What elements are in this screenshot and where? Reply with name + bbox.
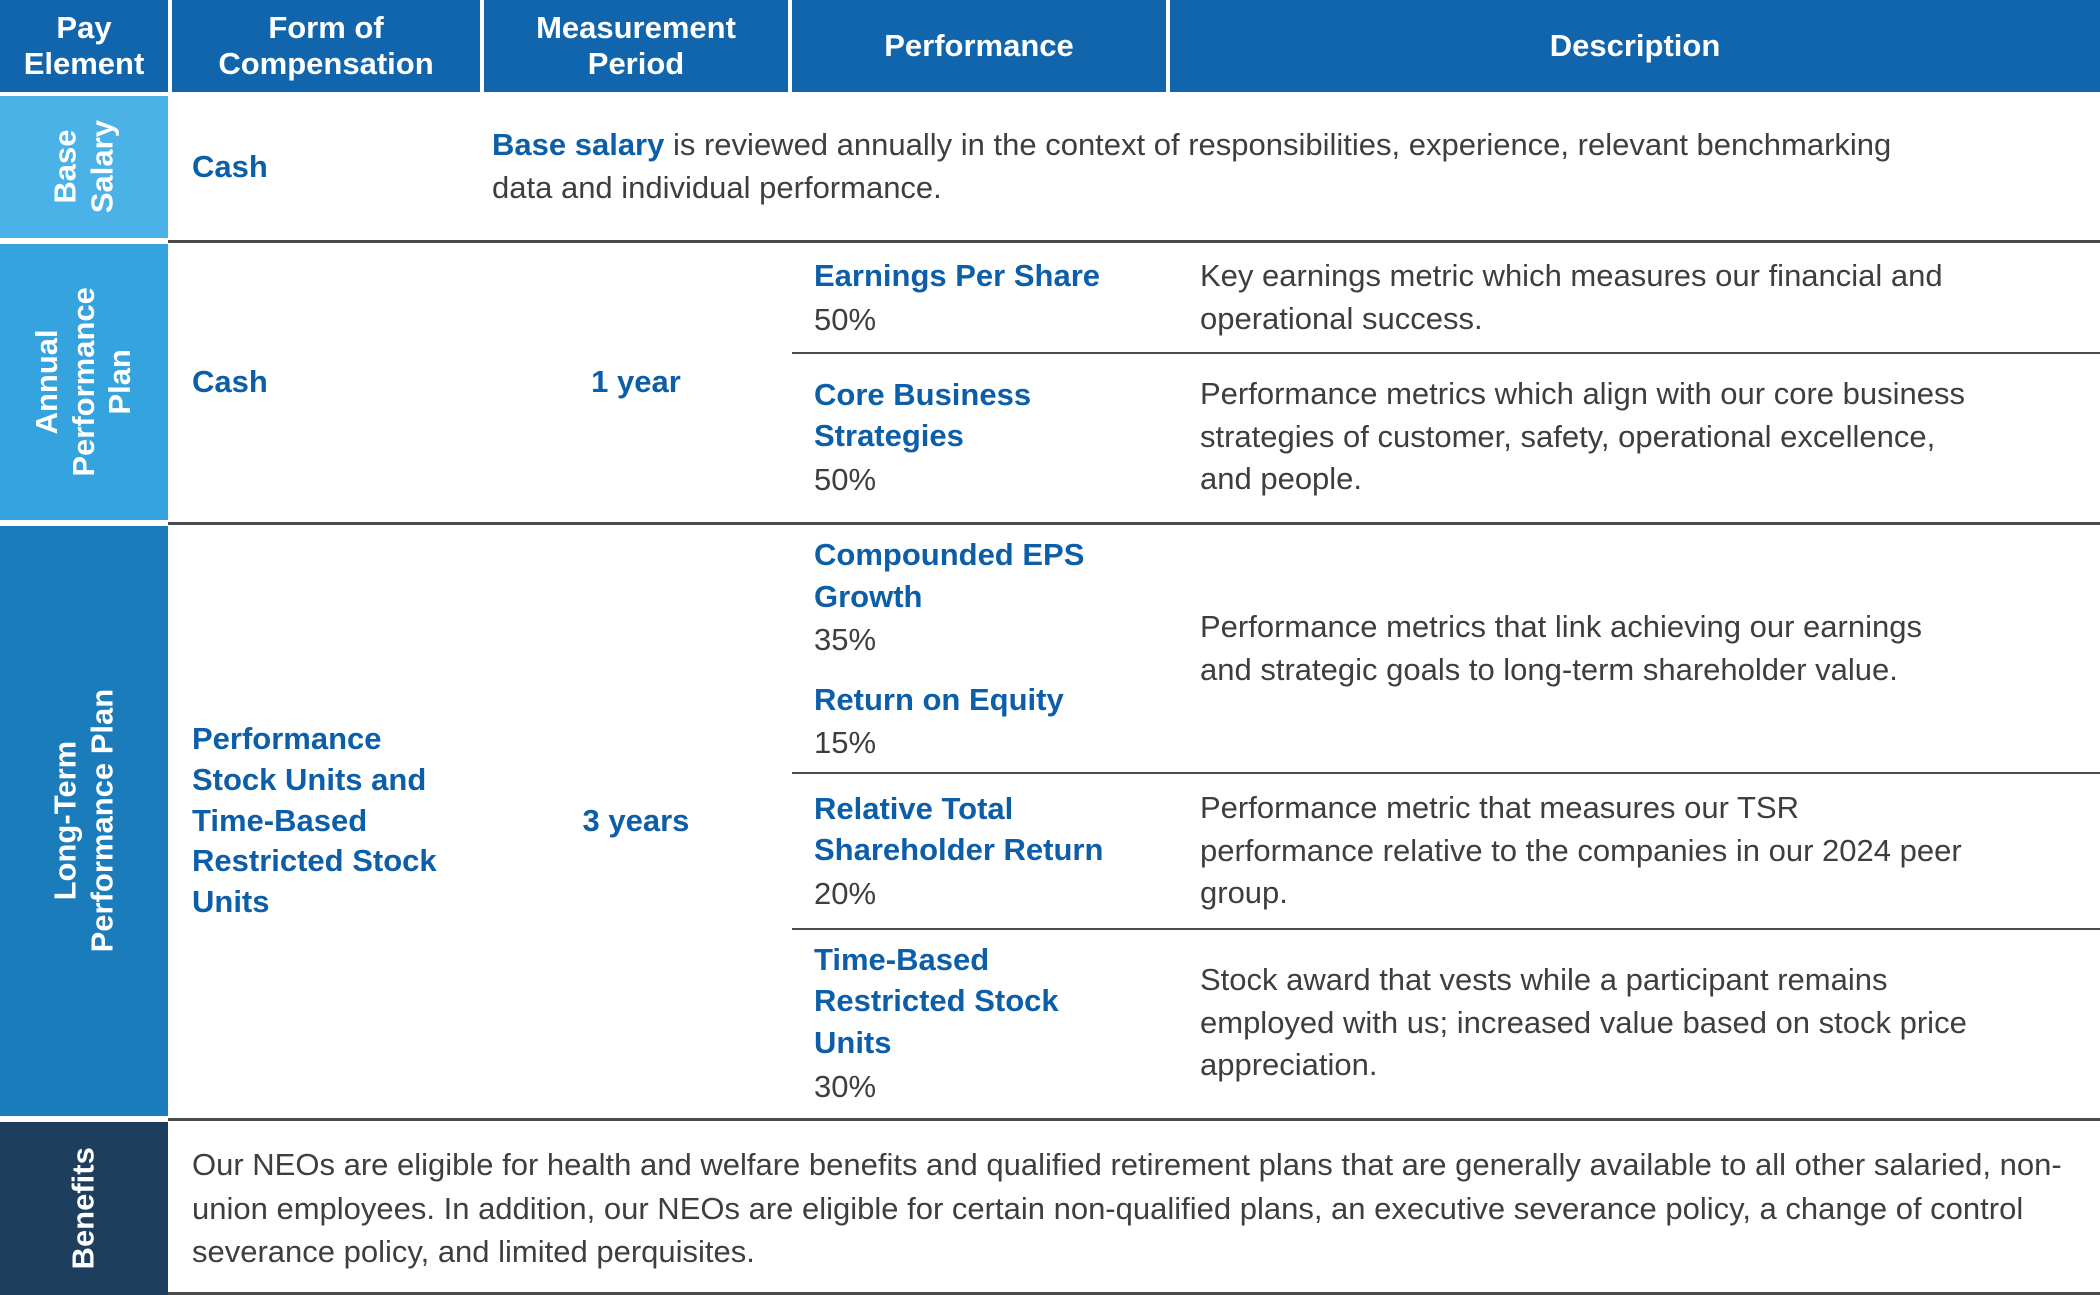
row-label-benefits: Benefits bbox=[0, 1122, 168, 1295]
header-form-of-compensation: Form of Compensation bbox=[172, 0, 480, 92]
long-term-subrow-3-performance: Time-Based Restricted Stock Units 30% bbox=[792, 930, 1170, 1116]
metric-name: Relative Total Shareholder Return bbox=[814, 790, 1104, 868]
metric-name: Earnings Per Share bbox=[814, 258, 1101, 294]
annual-subrow-1-description: Key earnings metric which measures our f… bbox=[1170, 244, 2100, 352]
period-value: 3 years bbox=[582, 803, 690, 838]
divider-long-term-subrows-1 bbox=[792, 772, 2100, 774]
row-label-text: Base Salary bbox=[47, 120, 119, 214]
form-value: Cash bbox=[192, 363, 268, 399]
row-label-text: Long-Term Performance Plan bbox=[47, 689, 119, 953]
metric: Earnings Per Share 50% bbox=[814, 255, 1138, 340]
annual-subrow-2-performance: Core Business Strategies 50% bbox=[792, 354, 1170, 520]
header-pay-element: Pay Element bbox=[0, 0, 168, 92]
divider-annual-long-term bbox=[168, 522, 2100, 525]
header-label: Measurement Period bbox=[536, 10, 736, 81]
form-value: Performance Stock Units and Time-Based R… bbox=[192, 720, 437, 920]
row-label-long-term-performance-plan: Long-Term Performance Plan bbox=[0, 526, 168, 1116]
divider-base-annual bbox=[168, 240, 2100, 243]
long-term-period-cell: 3 years bbox=[484, 526, 788, 1116]
benefits-description: Our NEOs are eligible for health and wel… bbox=[192, 1147, 2062, 1270]
header-performance: Performance bbox=[792, 0, 1166, 92]
metric: Compounded EPS Growth 35% bbox=[814, 534, 1138, 661]
annual-form-cell: Cash bbox=[172, 244, 480, 520]
long-term-form-cell: Performance Stock Units and Time-Based R… bbox=[172, 526, 480, 1116]
long-term-subrow-1-description: Performance metrics that link achieving … bbox=[1170, 526, 2100, 772]
long-term-subrow-3-description: Stock award that vests while a participa… bbox=[1170, 930, 2100, 1116]
benefits-description-cell: Our NEOs are eligible for health and wel… bbox=[172, 1122, 2100, 1295]
metric-percent: 50% bbox=[814, 461, 877, 497]
base-salary-description-cell: Base salary is reviewed annually in the … bbox=[484, 96, 2100, 238]
description-text: Performance metric that measures our TSR… bbox=[1200, 789, 1962, 911]
divider-long-term-benefits bbox=[168, 1118, 2100, 1121]
description-rest: is reviewed annually in the context of r… bbox=[492, 127, 1892, 205]
long-term-subrow-2-description: Performance metric that measures our TSR… bbox=[1170, 774, 2100, 928]
description-text: Performance metrics which align with our… bbox=[1200, 375, 1965, 497]
header-label: Pay Element bbox=[23, 10, 145, 81]
base-salary-description: Base salary is reviewed annually in the … bbox=[492, 124, 1920, 210]
header-label: Performance bbox=[884, 28, 1074, 64]
row-label-text: Benefits bbox=[65, 1147, 101, 1270]
header-measurement-period: Measurement Period bbox=[484, 0, 788, 92]
description-text: Stock award that vests while a participa… bbox=[1200, 961, 1967, 1083]
divider-annual-subrows bbox=[792, 352, 2100, 354]
metric: Time-Based Restricted Stock Units 30% bbox=[814, 939, 1138, 1107]
annual-period-cell: 1 year bbox=[484, 244, 788, 520]
metric-percent: 30% bbox=[814, 1068, 877, 1104]
metric-name: Core Business Strategies bbox=[814, 376, 1032, 454]
long-term-subrow-2-performance: Relative Total Shareholder Return 20% bbox=[792, 774, 1170, 928]
description-lead: Base salary bbox=[492, 127, 665, 163]
metric-name: Return on Equity bbox=[814, 681, 1064, 717]
header-description: Description bbox=[1170, 0, 2100, 92]
metric: Relative Total Shareholder Return 20% bbox=[814, 788, 1138, 915]
metric-percent: 50% bbox=[814, 302, 877, 337]
row-label-text: Annual Performance Plan bbox=[29, 287, 138, 477]
long-term-subrow-1-performance: Compounded EPS Growth 35% Return on Equi… bbox=[792, 526, 1170, 772]
header-label: Description bbox=[1549, 28, 1721, 64]
metric-name: Time-Based Restricted Stock Units bbox=[814, 941, 1059, 1060]
header-label: Form of Compensation bbox=[218, 10, 434, 81]
description-text: Performance metrics that link achieving … bbox=[1200, 609, 1922, 687]
metric-percent: 20% bbox=[814, 875, 877, 911]
metric: Core Business Strategies 50% bbox=[814, 374, 1138, 501]
metric-percent: 15% bbox=[814, 725, 877, 761]
divider-bottom bbox=[168, 1292, 2100, 1295]
row-label-base-salary: Base Salary bbox=[0, 96, 168, 238]
divider-long-term-subrows-2 bbox=[792, 928, 2100, 930]
row-label-annual-performance-plan: Annual Performance Plan bbox=[0, 244, 168, 520]
period-value: 1 year bbox=[591, 364, 681, 399]
annual-subrow-2-description: Performance metrics which align with our… bbox=[1170, 354, 2100, 520]
form-value: Cash bbox=[192, 148, 268, 184]
base-salary-form-cell: Cash bbox=[172, 96, 480, 238]
description-text: Key earnings metric which measures our f… bbox=[1200, 258, 1943, 336]
metric-percent: 35% bbox=[814, 622, 877, 658]
metric-name: Compounded EPS Growth bbox=[814, 537, 1085, 614]
metric: Return on Equity 15% bbox=[814, 679, 1138, 764]
annual-subrow-1-performance: Earnings Per Share 50% bbox=[792, 244, 1170, 352]
